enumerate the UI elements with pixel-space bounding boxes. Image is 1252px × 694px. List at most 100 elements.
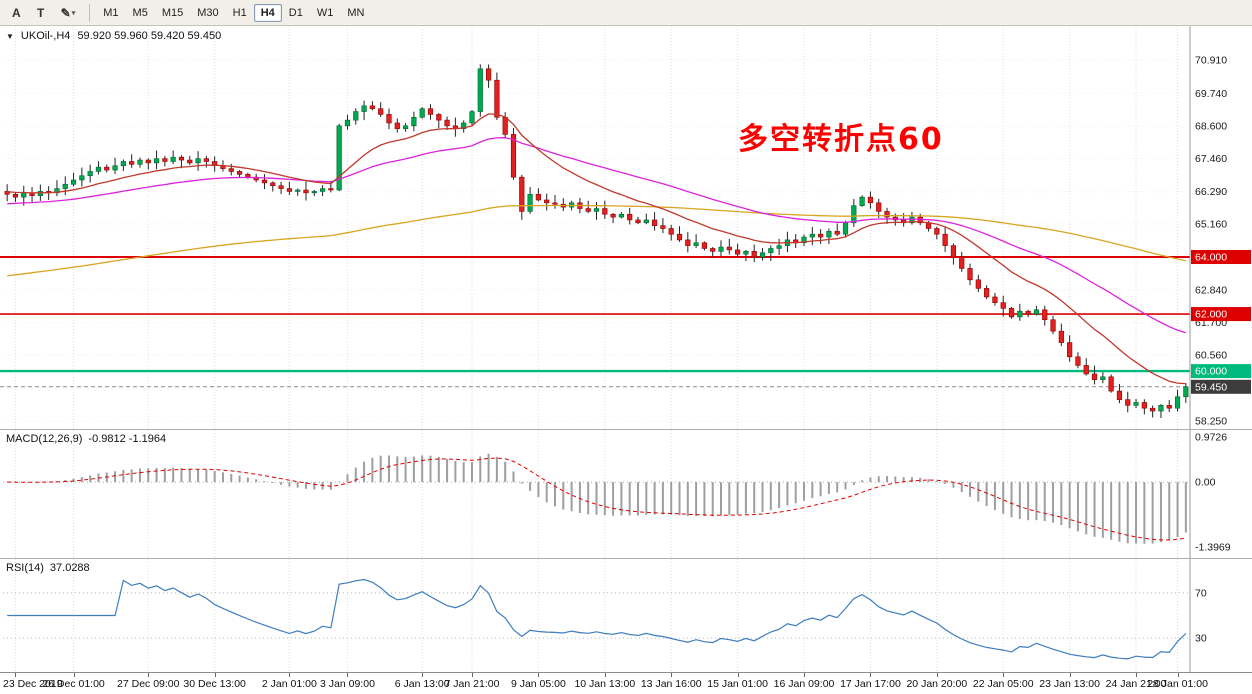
price-axis-label: 58.250 [1195, 416, 1227, 428]
ma-mid-magenta-line [7, 137, 1187, 334]
time-axis-label: 23 Dec 2019 [3, 678, 63, 690]
price-axis-label: 62.840 [1195, 285, 1227, 297]
macd-histogram [14, 453, 1187, 544]
time-axis-label: 13 Jan 16:00 [640, 678, 702, 690]
rsi-axis-label: 30 [1195, 633, 1207, 645]
macd-chart-svg[interactable]: 0.9726 0.00 -1.3969 [0, 430, 1252, 558]
draw-tool-icon: ✎ [60, 5, 71, 20]
time-tick-mark [471, 673, 473, 677]
time-axis-label: 17 Jan 17:00 [840, 678, 901, 690]
price-axis-label: 66.290 [1195, 186, 1227, 198]
rsi-indicator-name: RSI(14) [6, 562, 44, 574]
toolbar-separator [89, 3, 91, 22]
price-grid [3, 26, 1190, 429]
chart-window: 70.910 69.740 68.600 67.460 66.290 65.160 62.8… [0, 26, 1252, 694]
timeframe-button-mn[interactable]: MN [340, 4, 371, 22]
price-axis-label: 60.560 [1195, 350, 1227, 362]
tool-button-group: A T ✎ ▾ [4, 3, 83, 23]
time-axis-label: 30 Dec 13:00 [183, 678, 246, 690]
rsi-line [7, 578, 1187, 660]
time-tick-mark [1069, 673, 1071, 677]
macd-panel: 0.9726 0.00 -1.3969 MACD(12,26,9) -0.9812 … [0, 429, 1252, 558]
macd-label: MACD(12,26,9) -0.9812 -1.1964 [6, 433, 166, 445]
rsi-indicator-value: 37.0288 [49, 562, 90, 574]
timeframe-button-group: M1 M5 M15 M30 H1 H4 D1 W1 MN [96, 3, 371, 22]
time-tick-mark [1136, 673, 1138, 677]
svg-text:64.000: 64.000 [1195, 252, 1227, 264]
time-axis[interactable]: 23 Dec 2019 26 Dec 01:00 27 Dec 09:00 30 De… [0, 672, 1252, 694]
timeframe-button-w1[interactable]: W1 [310, 4, 341, 22]
rsi-panel: 70 30 RSI(14) 37.0288 [0, 558, 1252, 672]
time-tick-mark [15, 673, 17, 677]
chart-annotation-text: 多空转折点60 [738, 122, 944, 157]
time-tick-mark [1003, 673, 1005, 677]
symbol-line: ▼ UKOil-,H4 59.920 59.960 59.420 59.450 [6, 30, 221, 42]
time-tick-mark [347, 673, 349, 677]
price-axis-label: 65.160 [1195, 218, 1227, 230]
time-tick-mark [936, 673, 938, 677]
time-axis-label: 10 Jan 13:00 [574, 678, 636, 690]
time-tick-mark [1177, 673, 1179, 677]
price-badge: 60.000 [1191, 364, 1251, 379]
timeframe-button-m1[interactable]: M1 [96, 4, 125, 22]
time-tick-mark [289, 673, 291, 677]
time-axis-label: 26 Dec 01:00 [42, 678, 105, 690]
time-axis-label: 24 Jan 21:00 [1105, 678, 1167, 690]
timeframe-button-m5[interactable]: M5 [126, 4, 155, 22]
time-axis-label: 23 Jan 13:00 [1039, 678, 1100, 690]
macd-axis-label: 0.9726 [1195, 431, 1227, 443]
draw-tool-button[interactable]: ✎ ▾ [54, 3, 83, 23]
macd-axis-label: 0.00 [1195, 477, 1216, 489]
rsi-axis-label: 70 [1195, 587, 1207, 599]
timeframe-button-m30[interactable]: M30 [190, 4, 225, 22]
macd-signal-line [7, 457, 1186, 541]
svg-text:62.000: 62.000 [1195, 309, 1227, 321]
price-axis-label: 67.460 [1195, 153, 1227, 165]
price-chart-svg[interactable]: 70.910 69.740 68.600 67.460 66.290 65.160 62.8… [0, 26, 1252, 429]
time-tick-mark [73, 673, 75, 677]
a-tool-button[interactable]: A [5, 3, 28, 23]
price-axis-label: 68.600 [1195, 120, 1227, 132]
time-tick-mark [214, 673, 216, 677]
timeframe-button-d1[interactable]: D1 [282, 4, 310, 22]
time-tick-mark [422, 673, 424, 677]
time-axis-label: 16 Jan 09:00 [773, 678, 835, 690]
time-axis-label: 2 Jan 01:00 [261, 678, 317, 690]
rsi-chart-svg[interactable]: 70 30 [0, 559, 1252, 672]
price-badge: 59.450 [1191, 379, 1251, 394]
symbol-title: UKOil-,H4 [20, 30, 71, 42]
time-tick-mark [604, 673, 606, 677]
time-axis-label: 20 Jan 20:00 [906, 678, 968, 690]
rsi-axis-strip[interactable]: 70 30 [1189, 559, 1252, 672]
rsi-label: RSI(14) 37.0288 [6, 562, 90, 574]
time-tick-mark [870, 673, 872, 677]
timeframe-button-h1[interactable]: H1 [226, 4, 254, 22]
macd-axis-strip[interactable]: 0.9726 0.00 -1.3969 [1189, 430, 1252, 558]
time-axis-label: 3 Jan 09:00 [320, 678, 375, 690]
time-tick-mark [737, 673, 739, 677]
ma-slow-orange-line [7, 204, 1186, 277]
time-axis-label: 9 Jan 05:00 [510, 678, 566, 690]
chevron-down-icon: ▾ [71, 9, 76, 17]
ohlc-values: 59.920 59.960 59.420 59.450 [77, 30, 222, 42]
candles-layer [4, 64, 1189, 418]
svg-text:59.450: 59.450 [1195, 381, 1227, 393]
collapse-icon[interactable]: ▼ [6, 31, 14, 41]
price-axis-label: 70.910 [1195, 54, 1227, 66]
a-tool-icon: A [12, 5, 21, 20]
top-toolbar: A T ✎ ▾ M1 M5 M15 M30 H1 H4 D1 W1 MN [0, 0, 1252, 26]
time-tick-mark [148, 673, 150, 677]
ma-fast-red-line [7, 113, 1186, 385]
text-tool-button[interactable]: T [30, 3, 52, 23]
price-panel: 70.910 69.740 68.600 67.460 66.290 65.160 62.8… [0, 26, 1252, 429]
price-axis-strip[interactable]: 70.910 69.740 68.600 67.460 66.290 65.160 62.8… [1189, 26, 1252, 429]
time-tick-mark [671, 673, 673, 677]
time-axis-label: 7 Jan 21:00 [444, 678, 500, 690]
time-axis-label: 27 Dec 09:00 [117, 678, 180, 690]
timeframe-button-h4[interactable]: H4 [253, 3, 282, 22]
timeframe-button-m15[interactable]: M15 [155, 4, 190, 22]
time-tick-mark [538, 673, 540, 677]
macd-axis-label: -1.3969 [1195, 541, 1231, 553]
price-badge: 62.000 [1191, 307, 1251, 322]
